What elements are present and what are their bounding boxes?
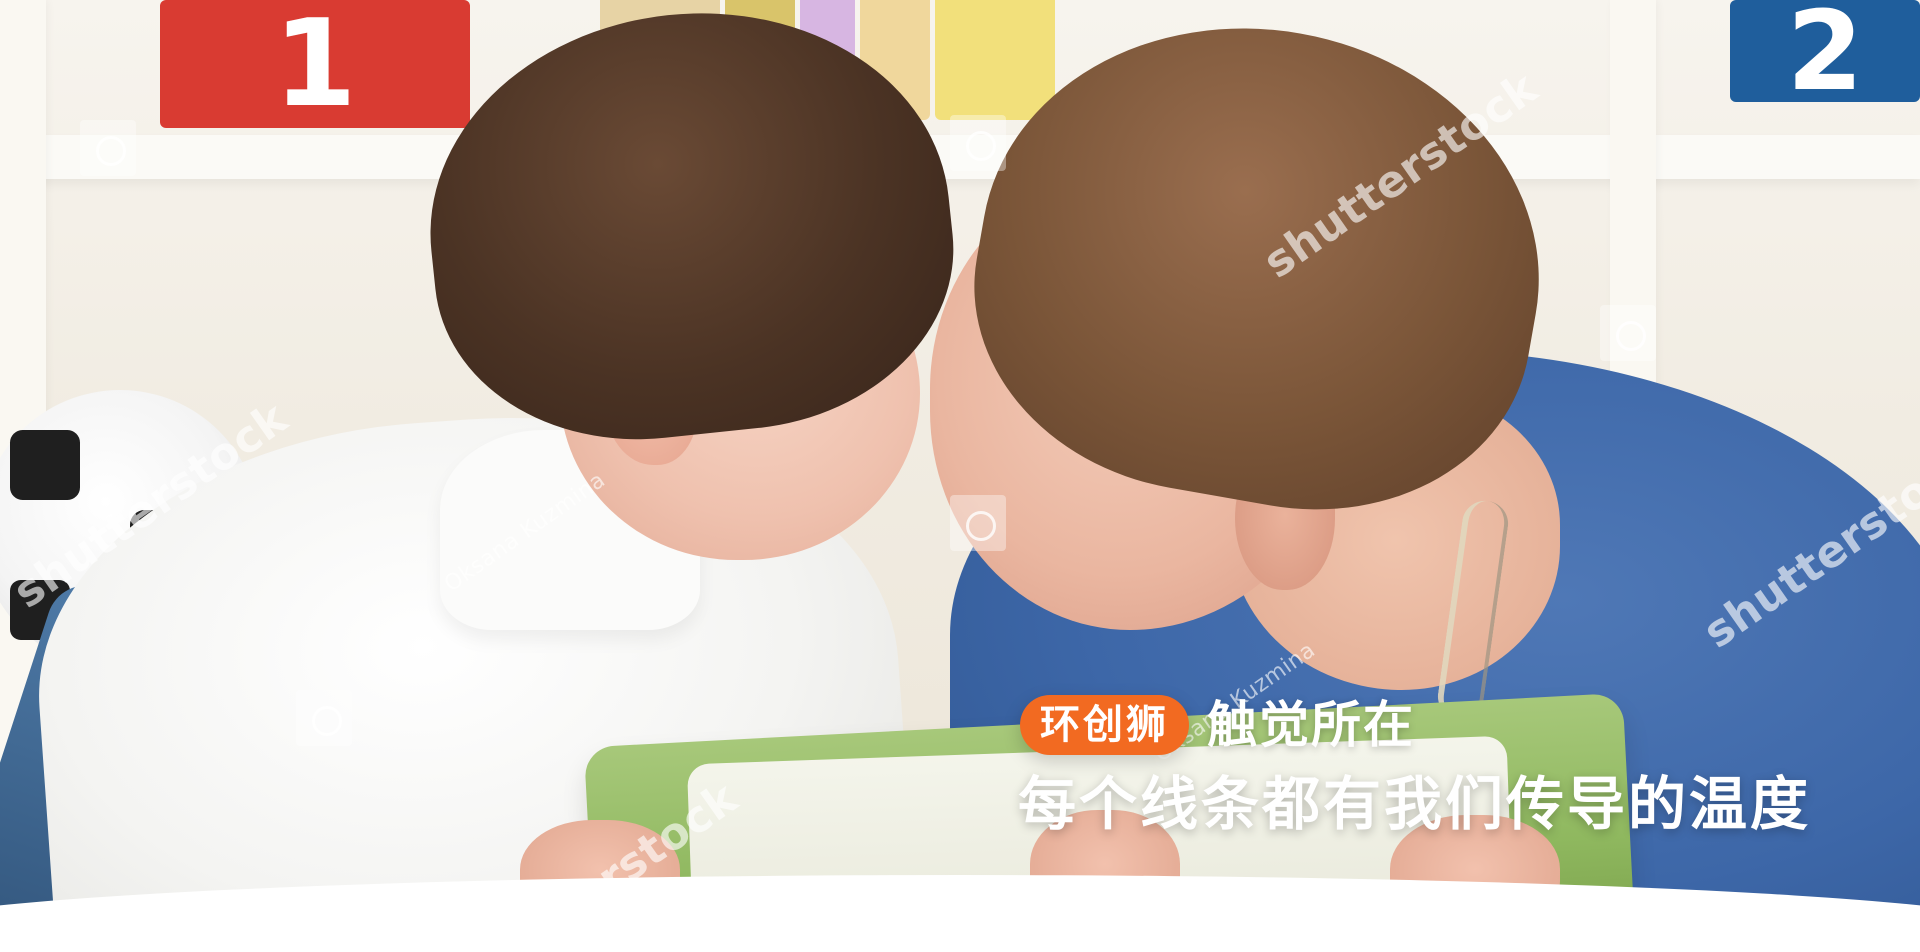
- shelf-board-top: [0, 135, 1920, 179]
- subline: 每个线条都有我们传导的温度: [1018, 770, 1812, 838]
- caption-row: 环创狮 触觉所在: [1020, 695, 1880, 755]
- toy-block-label: 1: [273, 0, 357, 134]
- toy-block-number: 1: [160, 0, 470, 134]
- shelf-book: [935, 0, 1055, 120]
- brand-label: 环创狮: [1040, 702, 1169, 748]
- watermark-square-icon: [1600, 305, 1656, 361]
- tagline: 触觉所在: [1207, 696, 1415, 754]
- brand-pill: 环创狮: [1020, 695, 1189, 755]
- toy-block-label: 2: [1786, 0, 1864, 115]
- watermark-square-icon: [950, 495, 1006, 551]
- soccer-ball-patch: [10, 430, 80, 500]
- toy-block-number: 2: [1730, 0, 1920, 115]
- watermark-square-icon: [950, 115, 1006, 171]
- bottom-curve: [0, 875, 1920, 952]
- caption-block: 环创狮 触觉所在 每个线条都有我们传导的温度: [1018, 695, 1880, 838]
- watermark-square-icon: [80, 120, 136, 176]
- watermark-square-icon: [296, 690, 352, 746]
